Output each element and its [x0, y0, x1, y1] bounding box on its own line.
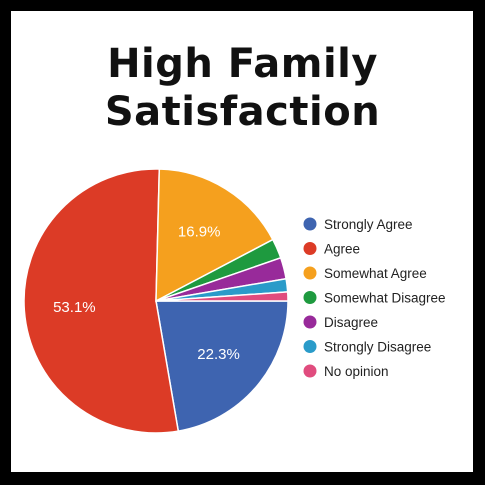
slice-value-label: 22.3% [197, 346, 240, 363]
legend-label: Somewhat Agree [324, 266, 427, 281]
legend-swatch [303, 340, 317, 353]
legend-swatch [303, 364, 317, 378]
pie-slice-strongly-agree [155, 300, 289, 432]
legend-label: No opinion [324, 364, 389, 379]
chart-title: High Family Satisfaction [0, 40, 485, 136]
legend-swatch [303, 242, 317, 255]
legend-label: Disagree [324, 315, 378, 330]
legend-label: Strongly Disagree [324, 340, 431, 355]
pie-slice-no-opinion [155, 291, 289, 302]
legend-label: Agree [324, 242, 360, 257]
legend-swatch [303, 291, 317, 304]
pie-slice-agree [23, 168, 180, 434]
title-line-1: High Family [107, 41, 378, 87]
legend-label: Somewhat Disagree [324, 291, 446, 306]
title-line-2: Satisfaction [104, 89, 381, 135]
pie-labels: 22.3% 53.1% 16.9% [53, 223, 240, 362]
slice-value-label: 53.1% [53, 299, 96, 316]
pie-slice-somewhat-agree [155, 168, 274, 303]
legend-swatch [303, 266, 317, 280]
pie-slices [23, 168, 289, 434]
legend-swatch [303, 217, 317, 231]
legend-label: Strongly Agree [324, 217, 413, 232]
slice-value-label: 16.9% [178, 223, 221, 240]
legend-swatch [303, 315, 317, 329]
legend: Strongly Agree Agree Somewhat Agree Somewha… [303, 217, 446, 379]
